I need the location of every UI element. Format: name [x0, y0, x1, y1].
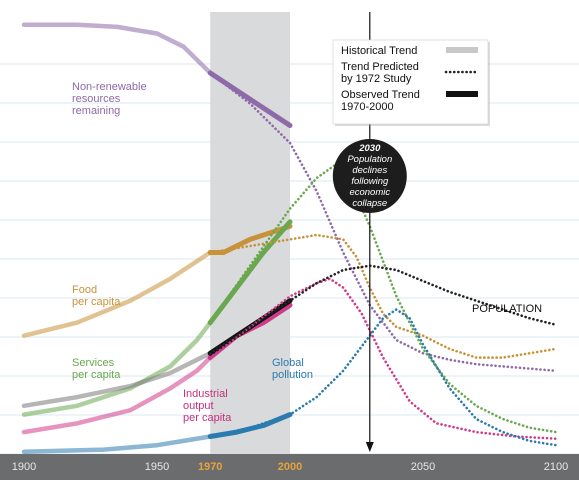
legend-label-line: 1970-2000: [341, 101, 394, 113]
callout-line: economic: [349, 187, 390, 198]
non-renewable-resources-remaining-label: Non-renewable resources remaining: [72, 81, 147, 117]
x-axis-ticks: 1900 1950 1970 2000 2050 2100: [12, 461, 568, 473]
legend: Historical Trend Trend Predicted by 1972 S…: [332, 39, 490, 126]
food-per-capita-observed-line: [207, 223, 293, 255]
food-per-capita-predicted-line: [208, 233, 558, 359]
label-line: per capita: [72, 369, 121, 381]
x-tick-1970: 1970: [198, 461, 222, 473]
label-line: resources: [72, 93, 121, 105]
callout-text: 2030 Population declines following economic c…: [347, 143, 392, 209]
legend-item-historical: Historical Trend: [341, 45, 417, 57]
label-line: Industrial: [183, 388, 228, 400]
callout-line: following: [351, 176, 389, 187]
industrial-output-per-capita-historical-line: [21, 355, 213, 435]
legend-label-line: by 1972 Study: [341, 73, 412, 85]
label-line: output: [183, 400, 214, 412]
legend-label-line: Historical Trend: [341, 45, 417, 57]
label-line: Non-renewable: [72, 81, 147, 93]
global-pollution-predicted-line: [208, 307, 558, 447]
x-axis-band: [0, 454, 579, 480]
global-pollution-historical-line: [21, 434, 213, 455]
historical-trend-lines: [21, 22, 213, 455]
industrial-output-per-capita-predicted-line: [208, 277, 558, 440]
population-predicted-line: [208, 264, 558, 355]
label-line: Global: [272, 357, 304, 369]
services-per-capita-predicted-line: [208, 163, 558, 434]
legend-item-predicted: Trend Predicted by 1972 Study: [341, 61, 419, 85]
x-tick-2000: 2000: [278, 461, 302, 473]
callout-line: collapse: [352, 198, 387, 209]
x-tick-1900: 1900: [12, 461, 36, 473]
legend-box: [332, 39, 489, 125]
callout-line: declines: [352, 165, 387, 176]
label-line: per capita: [183, 412, 232, 424]
population-label: POPULATION: [472, 303, 542, 315]
predicted-trend-lines: [208, 71, 558, 447]
x-tick-2050: 2050: [411, 461, 435, 473]
x-tick-2100: 2100: [544, 461, 568, 473]
services-per-capita-observed-line: [207, 219, 293, 326]
food-per-capita-historical-line: [21, 250, 213, 338]
callout-year: 2030: [358, 143, 381, 154]
population-callout: 2030 Population declines following economic c…: [332, 139, 407, 213]
global-pollution-label: Global pollution: [272, 357, 313, 381]
label-line: per capita: [72, 296, 121, 308]
non-renewable-resources-remaining-historical-line: [21, 22, 213, 76]
callout-circle: [332, 139, 407, 213]
food-per-capita-label: Food per capita: [72, 284, 121, 308]
label-line: POPULATION: [472, 303, 542, 315]
label-line: Services: [72, 357, 115, 369]
label-line: Food: [72, 284, 97, 296]
population-historical-line: [21, 351, 213, 409]
industrial-output-per-capita-label: Industrial output per capita: [183, 388, 232, 424]
marker-arrow-head: [365, 442, 374, 452]
services-per-capita-label: Services per capita: [72, 357, 121, 381]
label-line: pollution: [272, 369, 313, 381]
non-renewable-resources-remaining-predicted-line: [208, 71, 558, 373]
legend-item-observed: Observed Trend 1970-2000: [341, 89, 420, 113]
legend-label-line: Observed Trend: [341, 89, 420, 101]
label-line: remaining: [72, 105, 120, 117]
callout-line: Population: [347, 154, 392, 165]
x-tick-1950: 1950: [145, 461, 169, 473]
legend-label-line: Trend Predicted: [341, 61, 419, 73]
